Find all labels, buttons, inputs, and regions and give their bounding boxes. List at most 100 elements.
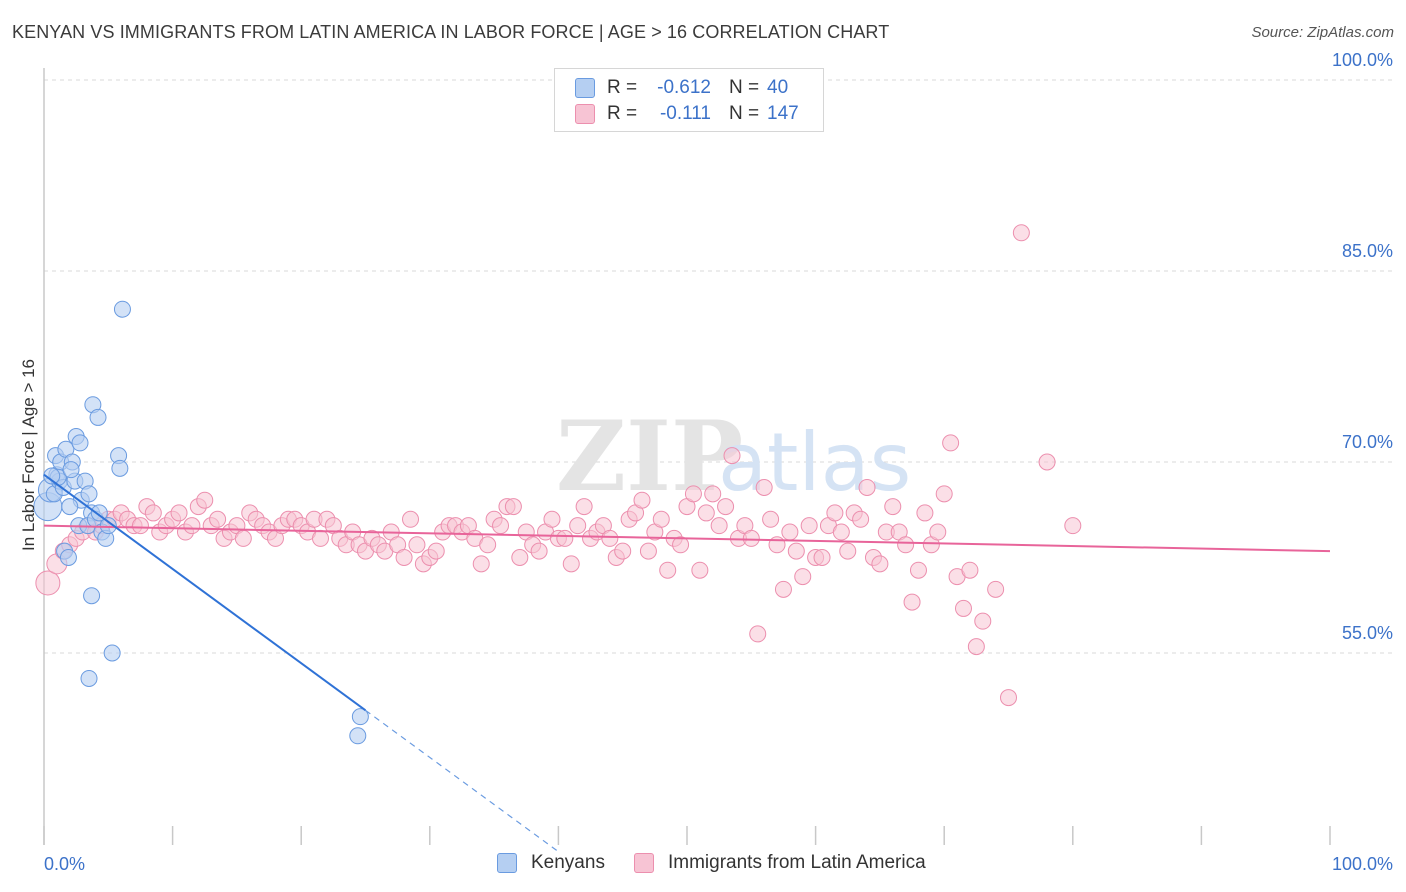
r-value: -0.111 — [659, 103, 711, 124]
data-point-latin — [704, 485, 722, 503]
data-point-kenyan — [351, 708, 369, 726]
data-point-latin — [472, 555, 490, 573]
data-point-latin — [35, 570, 61, 596]
data-point-latin — [530, 542, 548, 560]
data-point-latin — [967, 638, 985, 656]
correlation-legend: R = -0.612 N = 40 R = -0.111 N = 147 — [554, 68, 824, 132]
data-point-latin — [916, 504, 934, 522]
latin-america-points — [35, 224, 1082, 707]
trend-line-kenyan — [43, 473, 367, 712]
data-point-latin — [639, 542, 657, 560]
data-point-latin — [402, 510, 420, 528]
data-point-latin — [614, 542, 632, 560]
data-point-latin — [1012, 224, 1030, 242]
x-tick-label: 100.0% — [1332, 854, 1393, 874]
data-point-latin — [858, 478, 876, 496]
data-point-latin — [543, 510, 561, 528]
data-point-latin — [781, 523, 799, 541]
data-point-latin — [813, 549, 831, 566]
data-point-latin — [742, 529, 760, 547]
data-point-latin — [839, 542, 857, 560]
data-point-latin — [408, 536, 426, 554]
data-point-latin — [762, 510, 780, 528]
data-point-latin — [935, 485, 953, 503]
data-point-latin — [183, 517, 201, 535]
data-point-kenyan — [71, 434, 89, 452]
data-point-latin — [395, 549, 413, 566]
legend-item-latin[interactable]: Immigrants from Latin America — [634, 852, 926, 874]
n-label: N = — [729, 103, 760, 124]
n-value: 40 — [767, 77, 789, 98]
x-tick-label: 0.0% — [44, 854, 85, 874]
y-tick-label: 70.0% — [1342, 432, 1393, 452]
data-point-latin — [196, 491, 214, 509]
data-point-latin — [311, 529, 329, 547]
data-point-latin — [723, 447, 741, 465]
data-point-kenyan — [103, 644, 121, 662]
data-point-kenyan — [80, 669, 98, 687]
data-point-latin — [929, 523, 947, 541]
data-point-latin — [1000, 689, 1017, 707]
series-legend: Kenyans Immigrants from Latin America — [0, 852, 1406, 878]
r-label: R = — [607, 103, 638, 124]
latin-swatch — [575, 104, 595, 124]
tick-labels: 55.0% 70.0% 85.0% 100.0% 0.0% 100.0% — [44, 50, 1393, 874]
n-label: N = — [729, 77, 760, 98]
data-point-latin — [774, 580, 792, 598]
y-tick-label: 55.0% — [1342, 623, 1393, 643]
kenyans-swatch — [497, 853, 517, 873]
data-point-latin — [954, 599, 972, 617]
y-tick-label: 85.0% — [1342, 241, 1393, 261]
data-point-latin — [569, 517, 587, 535]
data-point-latin — [234, 529, 252, 547]
latin-swatch — [634, 853, 654, 873]
legend-row-kenyans: R = -0.612 N = 40 — [575, 75, 788, 101]
data-point-latin — [852, 510, 870, 528]
data-point-kenyan — [59, 549, 77, 566]
n-value: 147 — [767, 103, 799, 124]
data-point-latin — [826, 504, 844, 522]
trend-lines — [43, 473, 1331, 853]
trend-line-latin — [43, 524, 1331, 553]
r-label: R = — [607, 77, 638, 98]
data-point-kenyan — [62, 461, 80, 479]
data-point-latin — [170, 504, 188, 522]
watermark-atlas: atlas — [718, 416, 911, 509]
data-point-latin — [897, 536, 915, 554]
data-point-latin — [755, 478, 773, 496]
kenyans-swatch — [575, 78, 595, 98]
data-point-kenyan — [83, 587, 101, 605]
data-point-latin — [652, 510, 670, 528]
data-point-latin — [909, 561, 927, 579]
data-point-latin — [717, 498, 735, 516]
legend-item-kenyans[interactable]: Kenyans — [497, 852, 605, 874]
data-point-kenyan — [90, 504, 108, 522]
r-value: -0.612 — [657, 77, 711, 98]
data-point-latin — [871, 555, 889, 573]
data-point-kenyan — [111, 459, 129, 477]
data-point-latin — [131, 517, 149, 535]
data-point-kenyan — [89, 408, 107, 426]
data-point-latin — [659, 561, 677, 579]
data-point-latin — [697, 504, 715, 522]
data-point-latin — [633, 491, 651, 509]
trend-line-kenyan-extrapolated — [365, 709, 559, 853]
source-label: Source: ZipAtlas.com — [1251, 24, 1394, 41]
y-tick-label: 100.0% — [1332, 50, 1393, 70]
data-point-latin — [511, 549, 529, 566]
data-point-latin — [672, 536, 690, 554]
data-point-latin — [832, 523, 850, 541]
data-point-latin — [1038, 453, 1056, 471]
data-point-latin — [974, 612, 992, 630]
data-point-latin — [903, 593, 921, 611]
data-point-latin — [492, 517, 510, 535]
data-point-latin — [562, 555, 580, 573]
kenyan-points — [33, 300, 369, 745]
data-point-latin — [1064, 517, 1082, 535]
data-point-latin — [942, 434, 960, 452]
data-point-kenyan — [349, 727, 367, 745]
chart-title: KENYAN VS IMMIGRANTS FROM LATIN AMERICA … — [12, 22, 890, 42]
data-point-latin — [209, 510, 227, 528]
data-point-kenyan — [61, 498, 79, 516]
